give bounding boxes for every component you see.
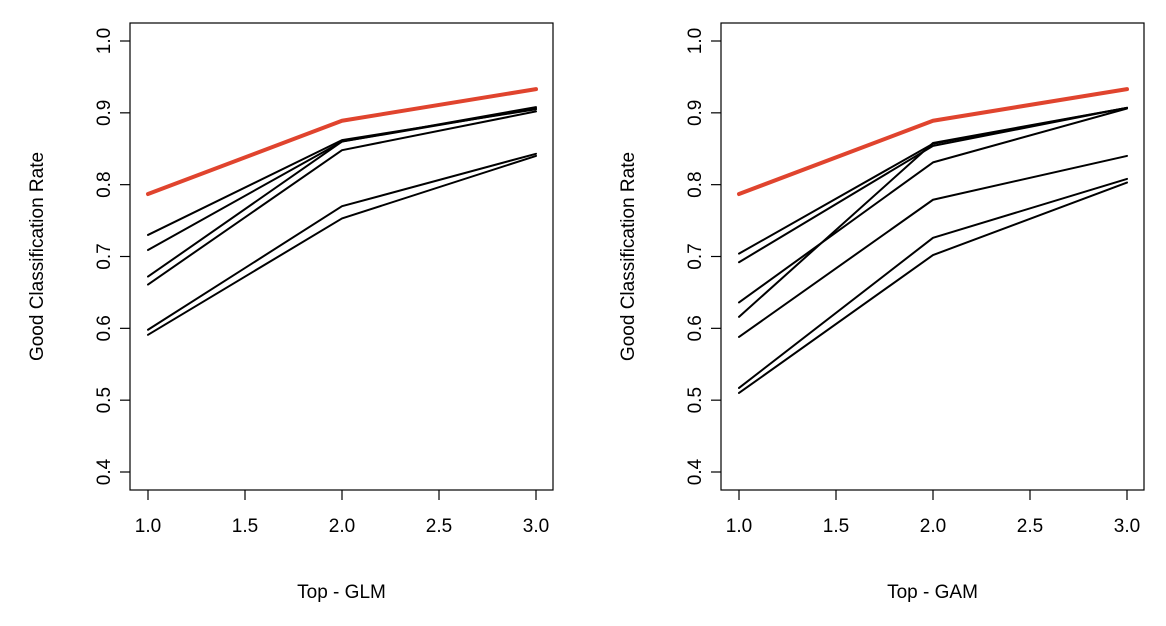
y-tick-label: 0.5 bbox=[94, 387, 115, 413]
y-tick-label: 0.9 bbox=[685, 100, 706, 126]
y-tick-label: 0.7 bbox=[94, 243, 115, 269]
y-axis-title-gam: Good Classification Rate bbox=[618, 152, 639, 361]
series-line-4 bbox=[738, 106, 1128, 318]
y-tick-label: 1.0 bbox=[685, 28, 706, 54]
series-line-5 bbox=[738, 154, 1128, 338]
chart-panel-gam: 1.0 1.5 2.0 2.5 3.0 0.4 0.5 0.6 0.7 0.8 0.9 1.0 Top … bbox=[618, 22, 1145, 603]
series-line-4 bbox=[147, 110, 537, 286]
y-tick-label: 0.8 bbox=[94, 171, 115, 197]
y-tick-label: 0.5 bbox=[685, 387, 706, 413]
x-tick-label: 1.0 bbox=[135, 516, 161, 537]
x-tick-label: 3.0 bbox=[523, 516, 549, 537]
x-axis-title-gam: Top - GAM bbox=[887, 582, 978, 603]
series-line-1 bbox=[738, 106, 1128, 255]
x-tick-label: 1.5 bbox=[823, 516, 849, 537]
series-line-3 bbox=[147, 107, 537, 278]
y-tick-label: 0.7 bbox=[685, 243, 706, 269]
x-tick-label: 2.0 bbox=[920, 516, 946, 537]
plot-frame bbox=[129, 22, 554, 491]
y-tick-label: 1.0 bbox=[94, 28, 115, 54]
x-tick-label: 2.0 bbox=[329, 516, 355, 537]
chart-panel-glm: 1.0 1.5 2.0 2.5 3.0 0.4 0.5 0.6 0.7 0.8 0.9 1.0 Top … bbox=[27, 22, 554, 603]
series-line-5 bbox=[147, 152, 537, 331]
series-line-6 bbox=[738, 177, 1128, 389]
y-axis-title-glm: Good Classification Rate bbox=[27, 152, 48, 361]
y-tick-label: 0.4 bbox=[685, 458, 706, 485]
highlight-series-line bbox=[146, 87, 538, 197]
x-tick-label: 3.0 bbox=[1114, 516, 1140, 537]
x-tick-label: 1.0 bbox=[726, 516, 752, 537]
y-tick-label: 0.9 bbox=[94, 100, 115, 126]
series-line-3 bbox=[738, 107, 1128, 304]
y-tick-label: 0.4 bbox=[94, 458, 115, 485]
series-line-7 bbox=[738, 181, 1128, 394]
y-tick-label: 0.6 bbox=[94, 315, 115, 341]
y-tick-label: 0.6 bbox=[685, 315, 706, 341]
x-tick-label: 2.5 bbox=[1017, 516, 1043, 537]
highlight-series-line bbox=[737, 87, 1129, 197]
x-tick-label: 1.5 bbox=[232, 516, 258, 537]
series-line-2 bbox=[147, 106, 537, 252]
x-axis-title-glm: Top - GLM bbox=[297, 582, 386, 603]
series-line-6 bbox=[147, 154, 537, 336]
y-tick-label: 0.8 bbox=[685, 171, 706, 197]
x-tick-label: 2.5 bbox=[426, 516, 452, 537]
